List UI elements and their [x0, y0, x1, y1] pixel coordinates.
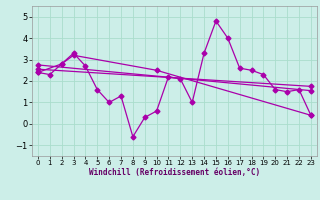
X-axis label: Windchill (Refroidissement éolien,°C): Windchill (Refroidissement éolien,°C) [89, 168, 260, 177]
